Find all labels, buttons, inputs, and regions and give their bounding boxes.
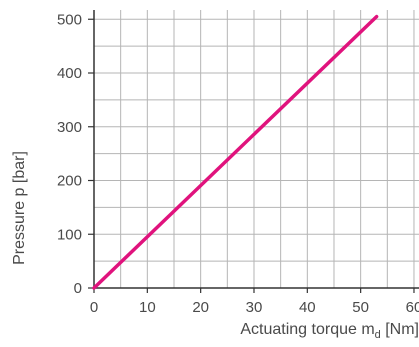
y-tick-label: 300 [57,119,82,136]
x-tick-label: 0 [90,299,98,316]
x-tick-label: 10 [139,299,156,316]
x-axis-title-subscript: d [375,329,381,341]
x-axis-title: Actuating torque md [Nm] [240,321,419,341]
x-tick-label: 20 [192,299,209,316]
y-tick-label: 200 [57,173,82,190]
x-axis-title-unit: [Nm] [381,321,419,338]
y-tick-label: 100 [57,226,82,243]
x-tick-label: 30 [246,299,263,316]
x-tick-label: 60 [406,299,419,316]
y-tick-label: 500 [57,11,82,28]
tick-labels: 0 100 200 300 400 500 0 10 20 30 40 50 60 [57,11,419,316]
x-axis-title-main: Actuating torque m [240,321,374,338]
x-tick-label: 50 [352,299,369,316]
y-tick-label: 0 [74,280,82,297]
series-line [92,14,379,290]
axes [88,10,419,293]
x-tick-label: 40 [299,299,316,316]
grid [94,10,419,288]
series-layer [92,14,379,290]
y-tick-label: 400 [57,65,82,82]
y-axis-title: Pressure p [bar] [11,151,28,265]
